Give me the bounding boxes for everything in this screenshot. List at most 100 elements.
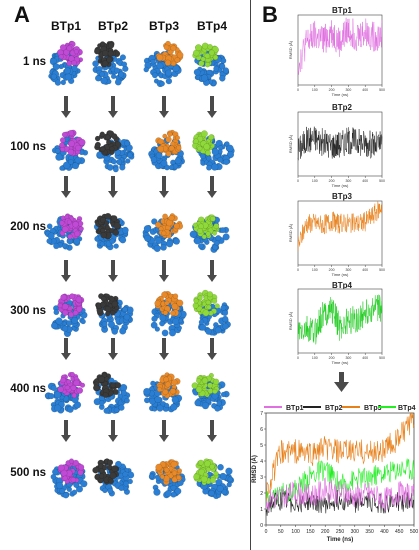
structure-btp4-row1-peptide <box>192 130 215 156</box>
rmsd-line-btp2 <box>297 126 383 161</box>
time-label-300ns: 300 ns <box>10 305 46 317</box>
structure-btp4-row0-peptide <box>192 42 219 68</box>
structure-btp4-row4-peptide <box>191 372 220 398</box>
time-label-200ns: 200 ns <box>10 221 46 233</box>
x-tick-label: 150 <box>306 529 315 535</box>
structure-btp3-row4-peptide <box>156 372 181 399</box>
panel-a-letter: A <box>14 2 30 27</box>
down-arrow-icon <box>159 176 169 198</box>
x-axis-label: Time (ns) <box>332 92 349 97</box>
legend-label-btp4: BTp4 <box>398 405 416 412</box>
column-header-btp1: BTp1 <box>51 19 81 33</box>
structure-btp4-row2-peptide <box>192 214 220 240</box>
x-tick-label: 500 <box>379 356 385 360</box>
y-axis-label: RMSD (Å) <box>288 311 293 330</box>
y-tick-label: 0 <box>260 523 263 529</box>
down-arrow-icon <box>207 176 217 198</box>
panel-divider <box>250 0 251 550</box>
structure-btp4-row3-peptide <box>192 289 220 317</box>
x-tick-label: 100 <box>312 88 318 92</box>
combined-line-btp3 <box>265 412 415 502</box>
x-tick-label: 100 <box>312 268 318 272</box>
x-tick-label: 200 <box>329 268 335 272</box>
x-tick-label: 500 <box>379 268 385 272</box>
time-label-100ns: 100 ns <box>10 141 46 153</box>
down-arrow-icon <box>61 338 71 360</box>
combined-line-btp2 <box>265 489 415 516</box>
rmsd-line-btp1 <box>297 17 383 75</box>
down-arrow-icon <box>61 96 71 118</box>
x-tick-label: 400 <box>362 356 368 360</box>
down-arrow-icon <box>61 260 71 282</box>
structure-btp1-row2-peptide <box>59 213 84 240</box>
structure-btp1-row1-peptide <box>58 129 86 157</box>
column-header-btp3: BTp3 <box>149 19 179 33</box>
x-tick-label: 100 <box>312 356 318 360</box>
down-arrow-icon <box>159 420 169 442</box>
combined-line-btp1 <box>265 477 415 512</box>
y-axis-label: RMSD (Å) <box>288 134 293 153</box>
x-tick-label: 300 <box>345 268 351 272</box>
y-axis-label: RMSD (Å) <box>288 40 293 59</box>
time-label-1ns: 1 ns <box>22 56 46 68</box>
x-tick-label: 0 <box>297 179 299 183</box>
legend-label-btp2: BTp2 <box>325 405 343 412</box>
down-arrow-icon <box>334 372 349 392</box>
x-tick-label: 200 <box>321 529 330 535</box>
structure-btp3-row2-peptide <box>155 213 184 239</box>
plot-title-btp4: BTp4 <box>332 281 352 290</box>
down-arrow-icon <box>159 338 169 360</box>
x-tick-label: 400 <box>380 529 389 535</box>
x-tick-label: 500 <box>379 179 385 183</box>
plot-title-btp3: BTp3 <box>332 192 352 201</box>
down-arrow-icon <box>61 176 71 198</box>
structure-btp2-row3-peptide <box>95 293 120 317</box>
x-tick-label: 200 <box>329 356 335 360</box>
down-arrow-icon <box>108 260 118 282</box>
x-tick-label: 500 <box>410 529 419 535</box>
x-tick-label: 0 <box>297 356 299 360</box>
structure-btp2-row0-peptide <box>94 40 121 68</box>
structure-btp3-row0-peptide <box>155 40 184 67</box>
x-tick-label: 0 <box>297 268 299 272</box>
plot-title-btp1: BTp1 <box>332 6 352 15</box>
structure-btp2-row4-peptide <box>92 371 122 398</box>
down-arrow-icon <box>61 420 71 442</box>
x-axis-label: Time (ns) <box>332 272 349 277</box>
down-arrow-icon <box>207 338 217 360</box>
x-tick-label: 300 <box>345 179 351 183</box>
x-tick-label: 400 <box>362 179 368 183</box>
structure-btp3-row5-peptide <box>155 459 182 486</box>
down-arrow-icon <box>207 260 217 282</box>
structure-btp1-row0-peptide <box>56 40 84 67</box>
x-tick-label: 500 <box>379 88 385 92</box>
combined-y-axis-label: RMSD (Å) <box>251 455 258 483</box>
y-tick-label: 4 <box>260 459 263 465</box>
down-arrow-icon <box>108 96 118 118</box>
x-tick-label: 0 <box>297 88 299 92</box>
x-tick-label: 400 <box>362 268 368 272</box>
structure-btp3-row1-peptide <box>155 129 182 157</box>
structure-btp1-row3-peptide <box>57 293 85 318</box>
time-label-500ns: 500 ns <box>10 467 46 479</box>
x-tick-label: 350 <box>365 529 374 535</box>
y-tick-label: 5 <box>260 443 263 449</box>
down-arrow-icon <box>207 96 217 118</box>
down-arrow-icon <box>159 96 169 118</box>
combined-x-axis-label: Time (ns) <box>327 537 354 543</box>
down-arrow-icon <box>207 420 217 442</box>
x-tick-label: 100 <box>291 529 300 535</box>
down-arrow-icon <box>108 338 118 360</box>
x-tick-label: 200 <box>329 179 335 183</box>
x-tick-label: 300 <box>351 529 360 535</box>
plot-title-btp2: BTp2 <box>332 103 352 112</box>
rmsd-line-btp4 <box>297 294 383 345</box>
structure-btp3-row3-peptide <box>154 290 184 317</box>
x-tick-label: 0 <box>265 529 268 535</box>
x-tick-label: 250 <box>336 529 345 535</box>
x-tick-label: 300 <box>345 356 351 360</box>
structure-btp2-row5-peptide <box>92 458 120 485</box>
x-tick-label: 100 <box>312 179 318 183</box>
column-header-btp2: BTp2 <box>98 19 128 33</box>
